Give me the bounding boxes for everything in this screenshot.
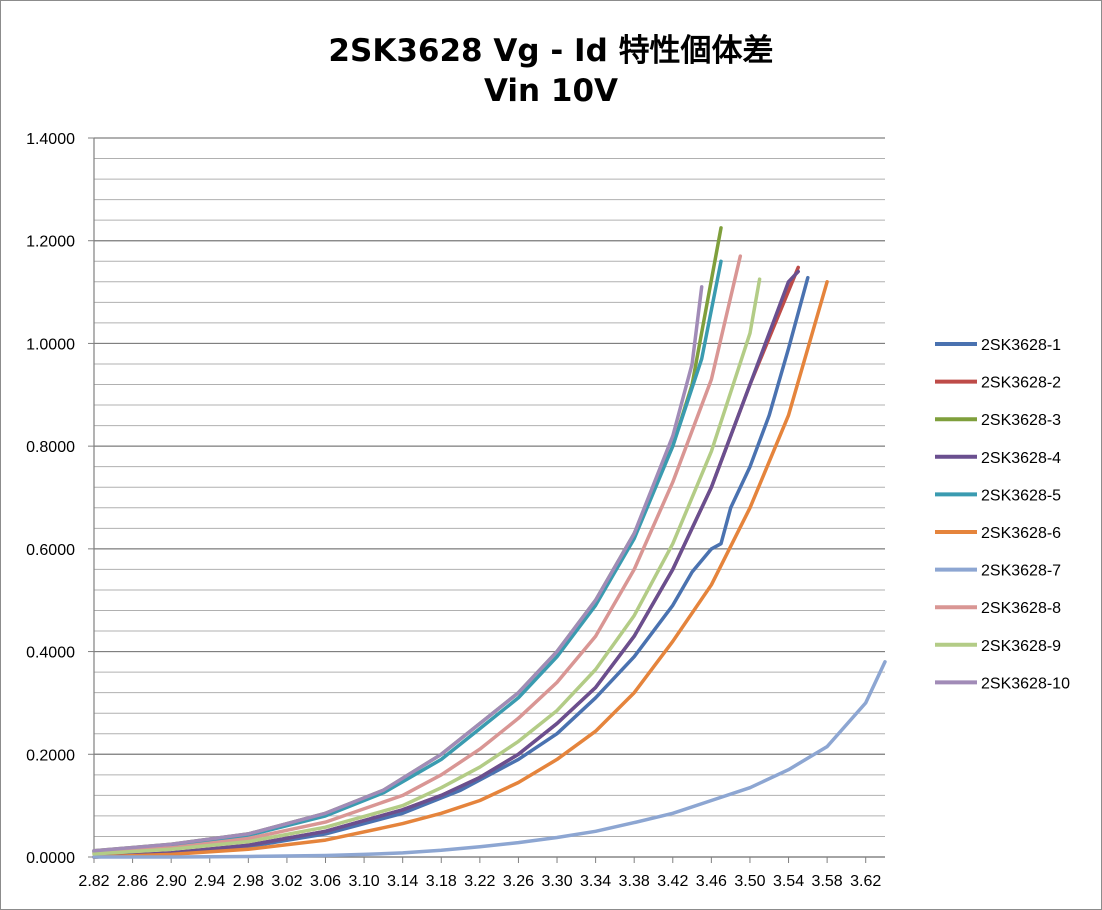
- series-lines: [92, 226, 887, 859]
- series-line-8: [92, 254, 743, 855]
- legend-label-9: 2SK3628-9: [981, 638, 1061, 655]
- x-tick-label: 3.14: [387, 873, 418, 890]
- series-line-3: [92, 226, 723, 853]
- legend-label-8: 2SK3628-8: [981, 600, 1061, 617]
- x-tick-label: 3.10: [349, 873, 380, 890]
- x-tick-label: 3.46: [696, 873, 727, 890]
- x-tick-label: 3.18: [426, 873, 457, 890]
- y-tick-label: 1.0000: [26, 336, 75, 353]
- legend-label-6: 2SK3628-6: [981, 525, 1061, 542]
- series-line-4: [92, 269, 800, 859]
- legend-label-7: 2SK3628-7: [981, 563, 1061, 580]
- y-tick-label: 0.8000: [26, 439, 75, 456]
- x-tick-label: 3.02: [271, 873, 302, 890]
- legend-label-2: 2SK3628-2: [981, 375, 1061, 392]
- axes: 0.0000 0.2000 0.4000 0.6000 0.8000 1.0000 1.20…: [26, 131, 885, 890]
- x-tick-label: 2.82: [78, 873, 109, 890]
- y-tick-label: 0.2000: [26, 747, 75, 764]
- y-tick-label: 0.4000: [26, 645, 75, 662]
- y-tick-label: 0.6000: [26, 542, 75, 559]
- series-line-7: [92, 660, 887, 859]
- x-tick-label: 2.86: [117, 873, 148, 890]
- x-tick-label: 3.58: [812, 873, 843, 890]
- x-tick-label: 3.50: [734, 873, 765, 890]
- x-tick-label: 2.98: [233, 873, 264, 890]
- series-line-10: [92, 285, 704, 853]
- legend-label-1: 2SK3628-1: [981, 337, 1061, 354]
- y-tick-label: 0.0000: [26, 850, 75, 867]
- x-tick-label: 3.30: [541, 873, 572, 890]
- legend-label-4: 2SK3628-4: [981, 450, 1061, 467]
- x-tick-label: 3.38: [619, 873, 650, 890]
- series-line-9: [92, 277, 762, 856]
- x-tick-label: 3.26: [503, 873, 534, 890]
- gridlines: [94, 137, 885, 858]
- x-tick-label: 3.54: [773, 873, 804, 890]
- x-tick-label: 3.34: [580, 873, 611, 890]
- y-tick-label: 1.2000: [26, 234, 75, 251]
- legend: 2SK3628-1 2SK3628-2 2SK3628-3 2SK3628-4 2SK3…: [935, 337, 1070, 692]
- x-tick-label: 3.62: [850, 873, 881, 890]
- x-tick-label: 2.94: [194, 873, 225, 890]
- series-line-6: [92, 280, 829, 859]
- x-tick-label: 3.06: [310, 873, 341, 890]
- legend-label-3: 2SK3628-3: [981, 412, 1061, 429]
- x-tick-label: 3.42: [657, 873, 688, 890]
- y-tick-label: 1.4000: [26, 131, 75, 148]
- chart-title: 2SK3628 Vg - Id 特性個体差: [328, 33, 774, 69]
- legend-label-10: 2SK3628-10: [981, 675, 1070, 692]
- chart-subtitle: Vin 10V: [483, 73, 619, 109]
- series-line-1: [92, 275, 810, 859]
- legend-label-5: 2SK3628-5: [981, 487, 1061, 504]
- x-tick-label: 2.90: [156, 873, 187, 890]
- series-line-5: [92, 259, 723, 854]
- x-tick-label: 3.22: [464, 873, 495, 890]
